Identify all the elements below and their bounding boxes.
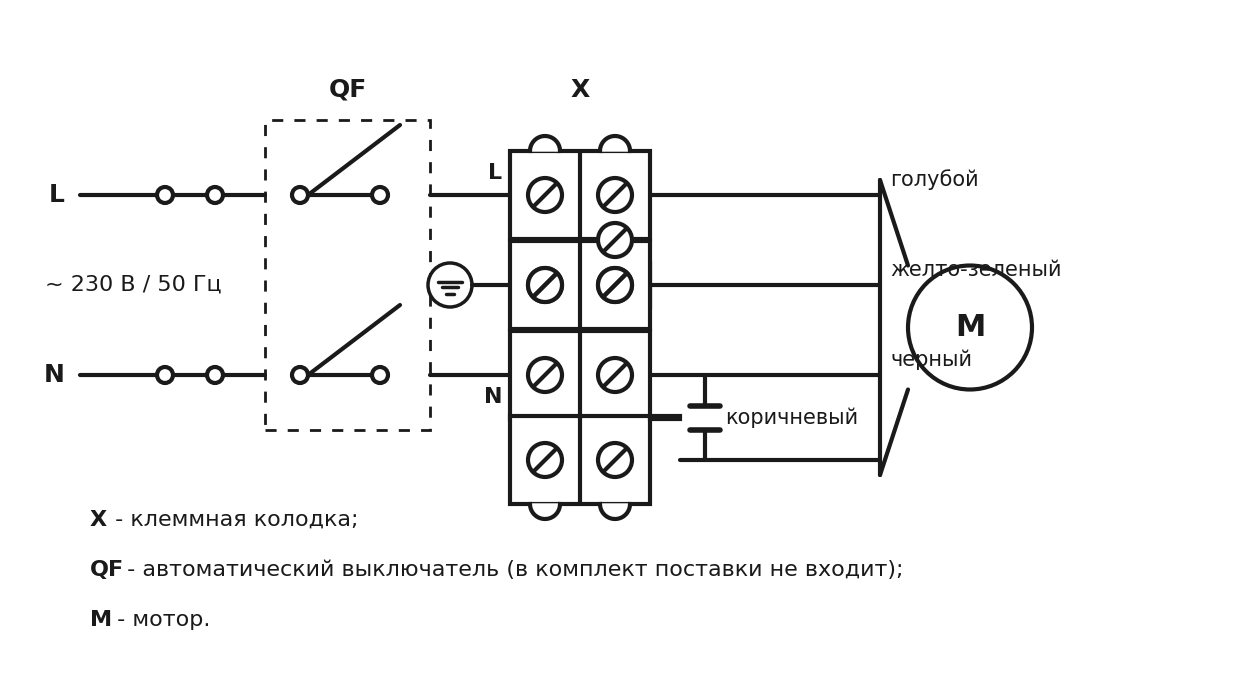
Circle shape xyxy=(372,367,388,383)
Text: - мотор.: - мотор. xyxy=(110,610,210,630)
Circle shape xyxy=(598,223,633,257)
Circle shape xyxy=(598,178,633,212)
Circle shape xyxy=(158,187,173,203)
Text: - автоматический выключатель (в комплект поставки не входит);: - автоматический выключатель (в комплект… xyxy=(120,560,903,580)
Circle shape xyxy=(528,443,562,477)
Text: X: X xyxy=(571,78,590,102)
Circle shape xyxy=(598,268,633,302)
Bar xyxy=(510,241,650,329)
Polygon shape xyxy=(600,136,630,151)
Text: QF: QF xyxy=(329,78,367,102)
Circle shape xyxy=(598,268,633,302)
Circle shape xyxy=(207,367,223,383)
Circle shape xyxy=(158,367,173,383)
Text: голубой: голубой xyxy=(890,169,979,190)
Polygon shape xyxy=(600,504,630,519)
Bar xyxy=(510,416,650,504)
Bar xyxy=(510,151,650,239)
Circle shape xyxy=(428,263,472,307)
Text: QF: QF xyxy=(89,560,125,580)
Text: L: L xyxy=(49,183,66,207)
Bar xyxy=(265,120,430,430)
Text: X: X xyxy=(89,510,107,530)
Text: N: N xyxy=(44,363,66,387)
Bar xyxy=(580,263,650,307)
Text: L: L xyxy=(488,163,501,183)
Circle shape xyxy=(372,187,388,203)
Circle shape xyxy=(207,187,223,203)
Text: коричневый: коричневый xyxy=(724,407,858,428)
Circle shape xyxy=(528,268,562,302)
Text: ~ 230 В / 50 Гц: ~ 230 В / 50 Гц xyxy=(45,275,222,295)
Circle shape xyxy=(528,358,562,392)
Circle shape xyxy=(292,367,307,383)
Polygon shape xyxy=(530,136,559,151)
Circle shape xyxy=(598,443,633,477)
Text: - клеммная колодка;: - клеммная колодка; xyxy=(108,510,359,530)
Text: N: N xyxy=(484,387,501,407)
Text: черный: черный xyxy=(890,350,971,370)
Text: желто-зеленый: желто-зеленый xyxy=(890,260,1061,280)
Circle shape xyxy=(528,268,562,302)
Bar xyxy=(650,416,680,419)
Bar xyxy=(510,331,650,419)
Circle shape xyxy=(292,187,307,203)
Text: M: M xyxy=(955,313,985,342)
Circle shape xyxy=(528,178,562,212)
Polygon shape xyxy=(530,504,559,519)
Circle shape xyxy=(598,358,633,392)
Text: M: M xyxy=(89,610,112,630)
Circle shape xyxy=(908,265,1032,389)
